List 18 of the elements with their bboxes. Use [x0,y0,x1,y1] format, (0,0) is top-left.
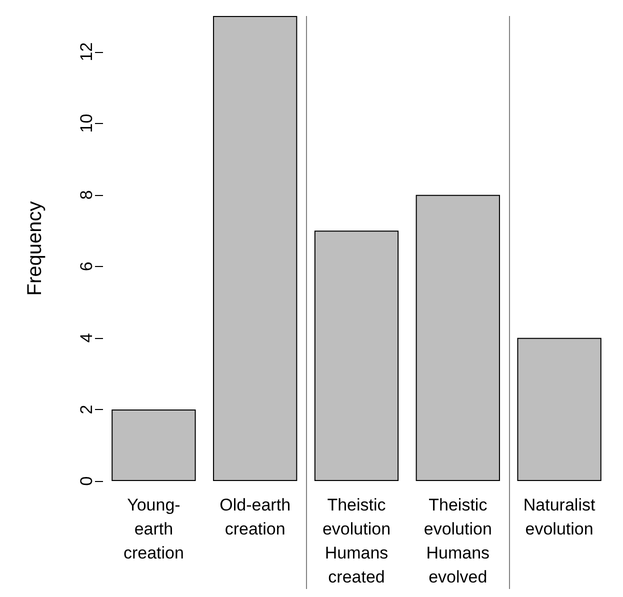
x-tick-label: Theistic evolution Humans created [322,496,391,586]
y-tick-label: 12 [77,42,96,62]
bar [112,409,196,481]
bar [517,338,602,481]
y-tick-label: 0 [77,476,96,486]
x-tick-label: Naturalist evolution [523,496,596,538]
x-tick-label: Theistic evolution Humans evolved [424,496,492,586]
y-tick-label: 4 [77,333,96,343]
y-tick-label: 10 [77,114,96,133]
y-tick-label: 8 [77,190,96,200]
y-tick-label: 6 [77,262,96,272]
y-axis-title: Frequency [24,201,46,296]
bar [314,230,399,481]
y-tick-label: 2 [77,404,96,414]
bar [416,194,500,481]
x-tick-label: Old-earth creation [220,496,291,538]
bar [213,16,298,481]
x-tick-label: Young- earth creation [123,496,184,562]
